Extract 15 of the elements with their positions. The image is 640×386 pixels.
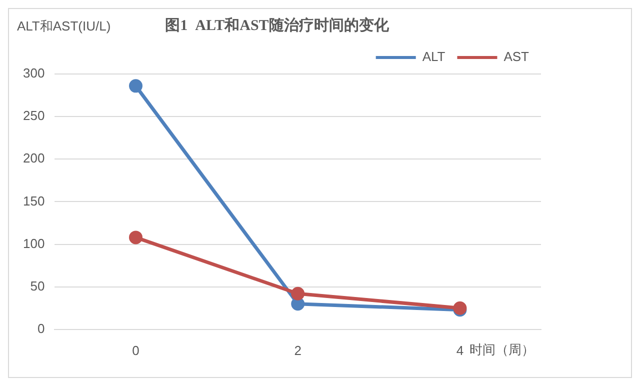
y-axis-title: ALT和AST(IU/L): [17, 18, 111, 34]
y-tick-label: 0: [37, 320, 45, 336]
legend-label: AST: [504, 49, 530, 64]
y-tick-label: 250: [22, 108, 45, 124]
legend-label: ALT: [422, 49, 446, 64]
y-tick-label: 100: [22, 236, 45, 251]
y-tick-label: 300: [22, 66, 45, 81]
x-tick-label: 0: [132, 342, 140, 358]
x-axis-title: 时间（周）: [470, 342, 535, 357]
y-tick-label: 200: [22, 150, 45, 166]
chart-title: 图1 ALT和AST随治疗时间的变化: [165, 16, 390, 34]
y-tick-label: 150: [22, 193, 45, 208]
x-tick-label: 4: [456, 342, 464, 358]
y-tick-label: 50: [30, 278, 45, 294]
x-tick-label: 2: [294, 342, 302, 358]
